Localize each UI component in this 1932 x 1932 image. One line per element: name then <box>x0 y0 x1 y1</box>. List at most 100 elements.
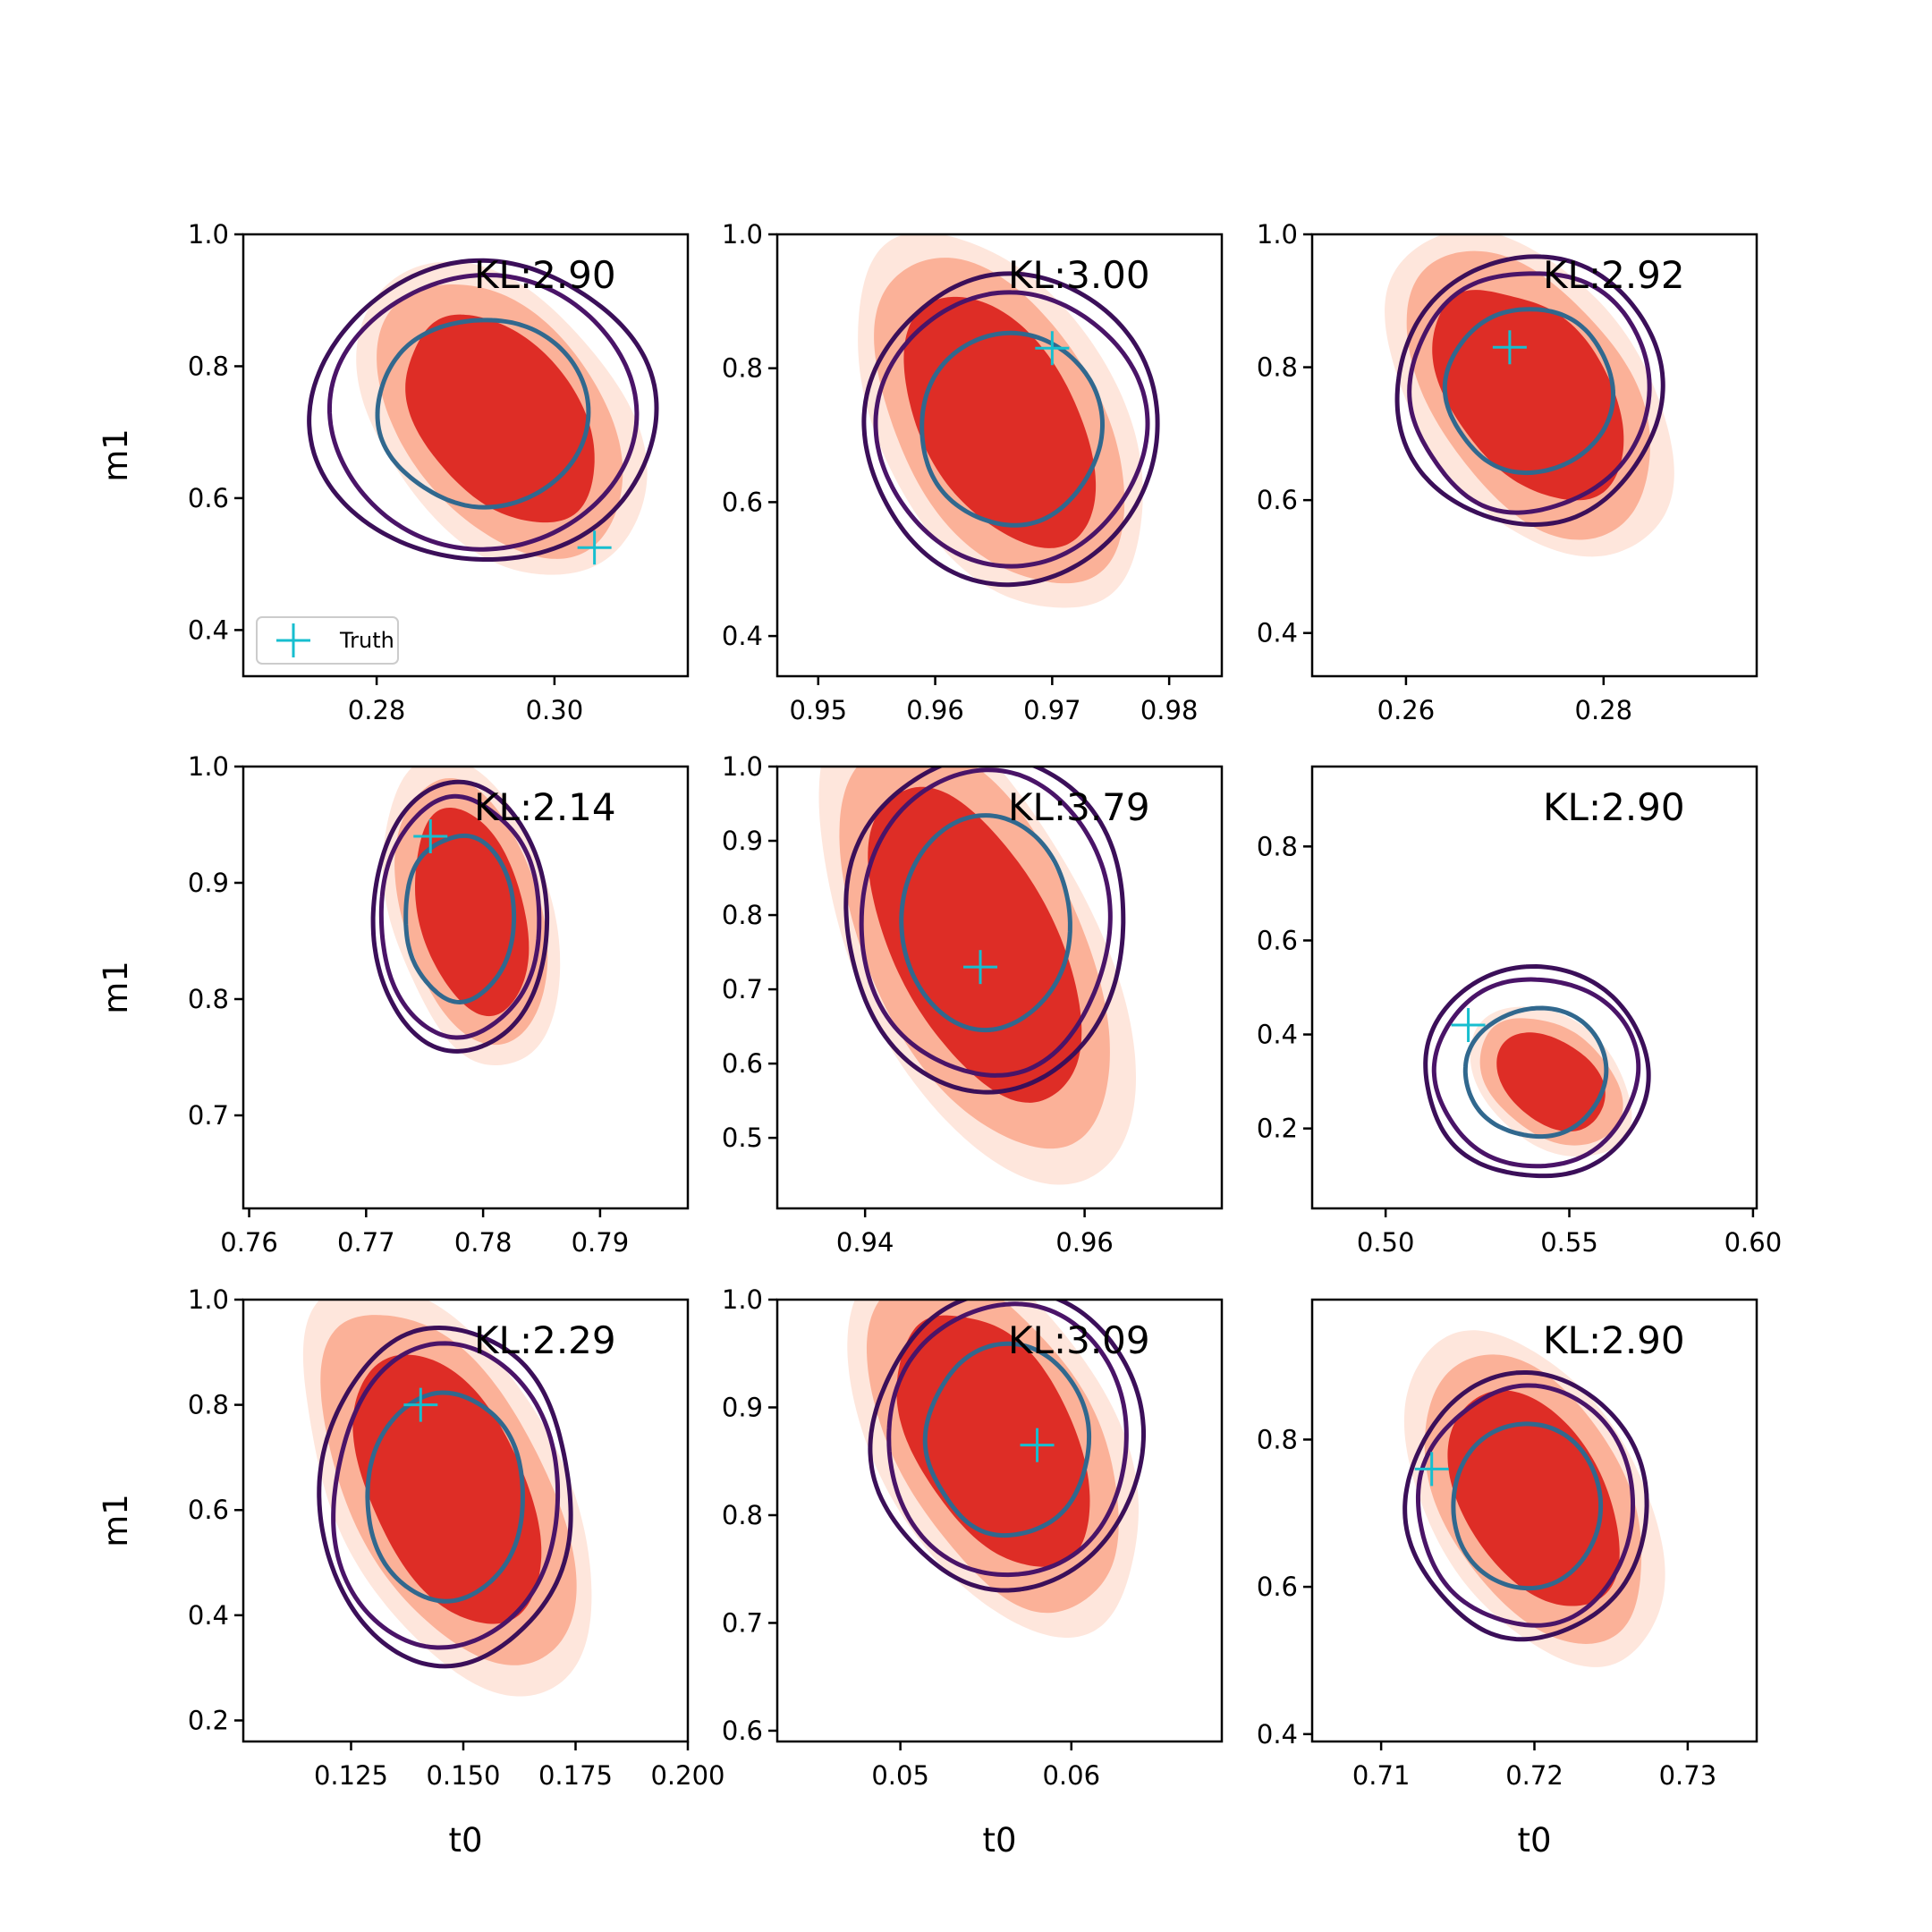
truth-marker <box>1492 330 1527 365</box>
y-tick-label: 0.6 <box>1257 1572 1298 1602</box>
axes-frame <box>775 233 1224 678</box>
y-tick-label: 0.7 <box>722 974 763 1004</box>
x-tick-label: 0.06 <box>1042 1760 1100 1791</box>
x-tick-label: 0.175 <box>538 1760 613 1791</box>
axes-frame <box>775 1298 1224 1743</box>
y-tick-label: 0.4 <box>188 1600 229 1631</box>
x-tick-label: 0.200 <box>650 1760 724 1791</box>
y-tick-label: 0.6 <box>722 1048 763 1079</box>
x-tick-label: 0.30 <box>526 695 584 725</box>
y-tick-label: 0.2 <box>1257 1114 1298 1144</box>
x-tick-label: 0.60 <box>1724 1227 1783 1258</box>
plot-area <box>370 767 561 1065</box>
contour-mid <box>326 272 640 552</box>
contour-inner <box>1462 1005 1609 1140</box>
truth-marker <box>1020 1428 1055 1462</box>
y-tick-label: 0.8 <box>188 1390 229 1420</box>
kl-annotation: KL:2.92 <box>1543 253 1685 297</box>
x-tick-label: 0.98 <box>1140 695 1199 725</box>
panel-3: 0.26 0.28 0.4 0.6 0.8 1.0 KL:2.92 <box>1257 219 1758 725</box>
x-tick-label: 0.94 <box>836 1227 894 1258</box>
kl-annotation: KL:2.90 <box>1543 1318 1685 1362</box>
contour-outer <box>868 1300 1147 1593</box>
contour-inner <box>899 813 1072 1033</box>
x-tick-label: 0.77 <box>337 1227 395 1258</box>
plot-area <box>1423 963 1651 1179</box>
plot-area <box>307 258 659 575</box>
contour-outer <box>861 271 1160 588</box>
y-tick-label: 0.9 <box>722 1392 763 1422</box>
y-tick-label: 0.7 <box>188 1100 229 1131</box>
kl-annotation: KL:2.90 <box>474 253 616 297</box>
kde-inner-region <box>1432 290 1624 501</box>
kl-annotation: KL:2.14 <box>474 785 616 829</box>
x-tick-label: 0.73 <box>1659 1760 1717 1791</box>
contour-inner <box>403 833 517 1005</box>
x-tick-label: 0.28 <box>348 695 406 725</box>
y-tick-label: 1.0 <box>722 751 763 782</box>
y-axis-label: m1 <box>97 428 135 482</box>
truth-marker <box>1035 331 1070 366</box>
axes-frame <box>1310 765 1758 1210</box>
y-tick-label: 0.8 <box>722 1500 763 1530</box>
contour-outer <box>1394 254 1665 528</box>
plot-area <box>1385 234 1674 557</box>
x-tick-label: 0.125 <box>314 1760 388 1791</box>
contour-mid <box>859 767 1113 1078</box>
y-tick-label: 1.0 <box>188 1284 229 1315</box>
contour-inner <box>919 330 1106 528</box>
contour-mid <box>1431 977 1641 1169</box>
contour-inner <box>375 318 591 510</box>
panel-6: 0.50 0.55 0.60 0.2 0.4 0.6 0.8 KL:2.90 <box>1257 765 1783 1258</box>
truth-marker <box>403 1387 438 1422</box>
contour-mid <box>331 1341 561 1650</box>
y-tick-label: 0.8 <box>722 900 763 930</box>
truth-marker <box>963 950 998 985</box>
panel-7: 0.125 0.150 0.175 0.200 0.2 0.4 0.6 0.8 1.0 KL:2.… <box>97 1284 725 1860</box>
kl-annotation: KL:3.00 <box>1008 253 1150 297</box>
x-tick-label: 0.95 <box>789 695 847 725</box>
contour-inner <box>1451 1421 1604 1591</box>
x-tick-label: 0.05 <box>871 1760 929 1791</box>
y-tick-label: 0.4 <box>722 621 763 651</box>
legend-label: Truth <box>339 628 394 653</box>
panel-5: 0.94 0.96 0.5 0.6 0.7 0.8 0.9 1.0 KL:3.79 <box>722 751 1224 1258</box>
contour-outer <box>1423 963 1651 1179</box>
x-tick-label: 0.72 <box>1505 1760 1563 1791</box>
contour-outer <box>307 258 659 563</box>
x-axis-label: t0 <box>448 1821 482 1860</box>
axes-frame <box>1310 233 1758 678</box>
y-tick-label: 1.0 <box>188 751 229 782</box>
y-tick-label: 0.6 <box>188 483 229 513</box>
panel-2: 0.95 0.96 0.97 0.98 0.4 0.6 0.8 1.0 KL:3.00 <box>722 219 1224 725</box>
panel-8: 0.05 0.06 0.6 0.7 0.8 0.9 1.0 KL:3.09 t0 <box>722 1284 1224 1860</box>
y-tick-label: 0.6 <box>722 487 763 517</box>
y-tick-label: 0.8 <box>1257 831 1298 861</box>
y-axis-label: m1 <box>97 961 135 1014</box>
x-tick-label: 0.55 <box>1540 1227 1598 1258</box>
axes-frame <box>242 1298 690 1743</box>
y-tick-label: 0.8 <box>188 984 229 1014</box>
kde-inner-region <box>903 296 1097 548</box>
kde-inner-region <box>405 314 595 523</box>
kl-annotation: KL:2.90 <box>1543 785 1685 829</box>
contour-mid <box>886 1301 1129 1578</box>
kl-annotation: KL:3.79 <box>1008 785 1150 829</box>
kl-annotation: KL:2.29 <box>474 1318 616 1362</box>
contour-outer <box>1402 1369 1649 1642</box>
contour-outer <box>370 779 550 1054</box>
panel-9: 0.71 0.72 0.73 0.4 0.6 0.8 KL:2.90 t0 <box>1257 1298 1758 1860</box>
truth-marker <box>413 819 448 853</box>
contour-mid <box>873 290 1150 569</box>
y-tick-label: 0.9 <box>722 826 763 856</box>
legend: Truth <box>256 616 399 665</box>
x-tick-label: 0.76 <box>220 1227 278 1258</box>
x-tick-label: 0.79 <box>572 1227 630 1258</box>
axes-frame <box>775 765 1224 1210</box>
truth-marker <box>1414 1452 1449 1487</box>
x-tick-label: 0.96 <box>906 695 964 725</box>
y-tick-label: 1.0 <box>722 219 763 250</box>
plot-area <box>302 1300 592 1697</box>
contour-outer <box>843 767 1126 1095</box>
